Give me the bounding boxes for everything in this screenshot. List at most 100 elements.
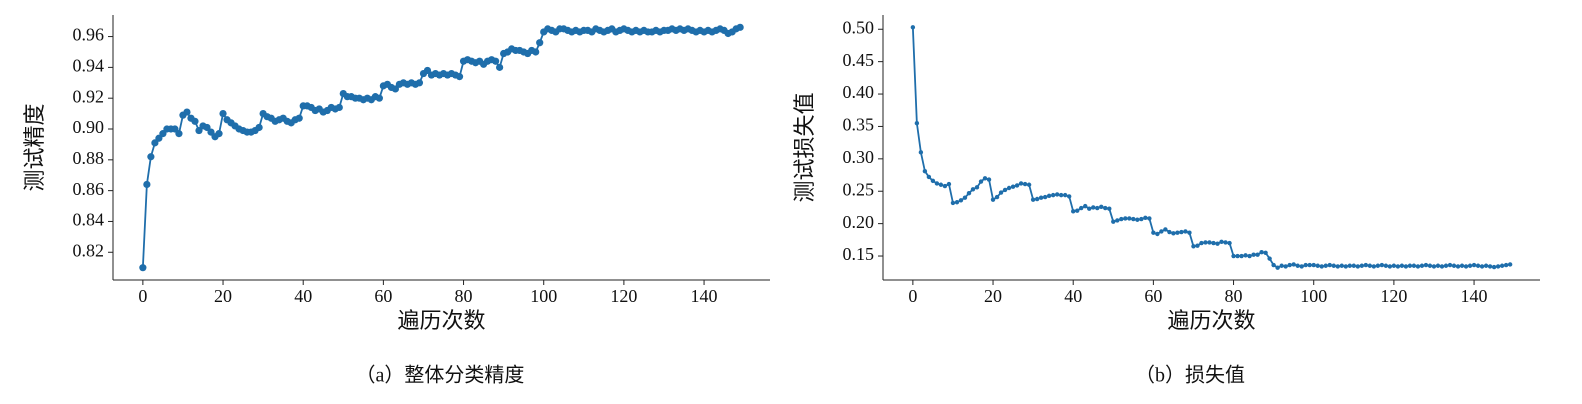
data-point <box>1038 195 1044 200</box>
data-point <box>1054 192 1060 197</box>
data-point <box>1042 194 1048 200</box>
data-point <box>1006 185 1012 191</box>
data-point <box>183 108 191 116</box>
data-point <box>1367 263 1373 268</box>
data-point <box>998 190 1004 195</box>
data-point <box>1231 253 1236 259</box>
data-point <box>950 200 956 206</box>
data-point <box>1419 263 1425 268</box>
x-tick-label: 20 <box>984 286 1002 306</box>
data-point <box>1415 264 1421 269</box>
data-point <box>1407 263 1413 268</box>
caption: （b）损失值 <box>1135 364 1245 387</box>
data-point <box>1119 216 1124 222</box>
y-axis-label: 测试损失值 <box>792 92 817 202</box>
data-point <box>1255 252 1260 257</box>
data-point <box>1327 262 1332 268</box>
y-tick-label: 0.86 <box>73 179 105 199</box>
data-point <box>1062 192 1068 198</box>
data-point <box>1447 262 1453 268</box>
data-point <box>1123 216 1128 221</box>
data-point <box>1095 205 1100 211</box>
data-point <box>147 153 155 161</box>
data-point <box>536 39 544 47</box>
data-point <box>1103 205 1108 211</box>
data-point <box>1315 263 1320 268</box>
data-point <box>1243 253 1248 258</box>
data-point <box>1018 181 1024 186</box>
data-point <box>994 194 1000 200</box>
y-tick-label: 0.50 <box>843 17 875 37</box>
caption: （a）整体分类精度 <box>356 364 525 387</box>
data-point <box>942 183 948 189</box>
y-tick-label: 0.15 <box>843 244 875 264</box>
data-point <box>946 181 952 187</box>
x-tick-label: 60 <box>1144 286 1162 306</box>
data-point <box>1147 216 1152 221</box>
data-point <box>1471 262 1477 268</box>
x-tick-label: 140 <box>1461 286 1488 306</box>
data-line <box>911 27 1511 269</box>
data-point <box>1267 256 1272 261</box>
data-point <box>1507 262 1513 267</box>
y-tick-label: 0.96 <box>73 25 105 45</box>
data-point <box>415 79 424 87</box>
data-point <box>1339 263 1344 268</box>
data-point <box>1075 208 1080 213</box>
data-point <box>1235 253 1240 259</box>
data-point <box>1163 227 1168 232</box>
x-tick-label: 0 <box>138 286 147 306</box>
data-point <box>455 73 464 81</box>
data-point <box>1239 253 1244 259</box>
data-point <box>1083 203 1088 209</box>
x-tick-label: 80 <box>1225 286 1243 306</box>
data-point <box>1287 262 1292 268</box>
data-point <box>1251 252 1256 257</box>
data-point <box>1171 231 1176 236</box>
y-tick-label: 0.84 <box>73 210 105 230</box>
data-point <box>139 264 147 272</box>
data-point <box>1131 216 1136 222</box>
data-point <box>1026 182 1032 187</box>
data-point <box>1071 209 1076 214</box>
data-point <box>375 94 383 102</box>
data-point <box>1395 264 1401 269</box>
y-tick-label: 0.92 <box>73 86 105 106</box>
data-point <box>1303 262 1308 268</box>
x-tick-label: 40 <box>294 286 312 306</box>
data-point <box>1066 194 1072 199</box>
data-point <box>496 63 504 71</box>
data-point <box>1247 253 1252 259</box>
data-point <box>1187 230 1192 235</box>
data-point <box>1159 229 1164 234</box>
data-point <box>1347 263 1352 268</box>
y-axis-label: 测试精度 <box>22 103 47 191</box>
data-point <box>175 130 183 138</box>
data-point <box>1115 218 1120 223</box>
data-point <box>914 121 920 126</box>
data-point <box>922 168 928 174</box>
data-point <box>954 200 960 205</box>
data-point <box>1451 263 1457 268</box>
x-tick-label: 100 <box>530 286 557 306</box>
data-point <box>1379 262 1385 268</box>
data-point <box>1351 263 1357 268</box>
data-point <box>1143 215 1148 220</box>
data-point <box>1091 205 1096 210</box>
data-point <box>1263 250 1268 255</box>
data-point <box>1099 204 1104 209</box>
data-point <box>1295 263 1300 268</box>
data-point <box>1299 264 1304 269</box>
data-point <box>1371 264 1377 269</box>
data-point <box>1403 264 1409 269</box>
data-point <box>1307 262 1312 268</box>
data-point <box>1319 264 1324 269</box>
data-point <box>958 198 964 203</box>
data-point <box>1030 197 1036 202</box>
data-point <box>1227 240 1232 246</box>
data-point <box>974 185 980 190</box>
y-tick-label: 0.88 <box>73 148 105 168</box>
y-tick-label: 0.20 <box>843 212 875 232</box>
data-point <box>1155 231 1160 237</box>
data-point <box>1203 240 1208 245</box>
